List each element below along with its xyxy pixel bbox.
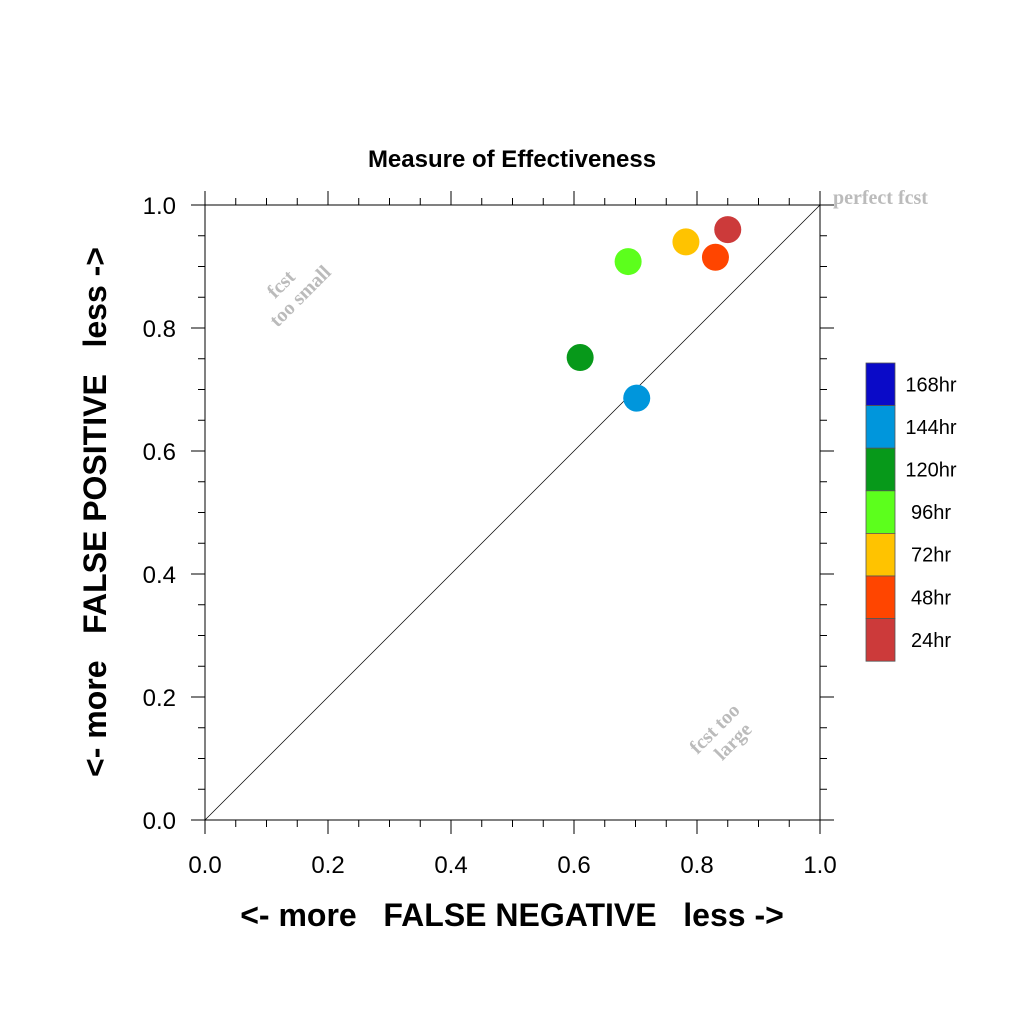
legend-label-48hr: 48hr bbox=[911, 587, 951, 609]
data-points bbox=[566, 216, 742, 412]
x-tick-label: 0.2 bbox=[311, 852, 344, 879]
x-tick-label: 1.0 bbox=[803, 852, 836, 879]
y-tick-label: 0.2 bbox=[143, 685, 176, 712]
y-axis-label: <- more FALSE POSITIVE less -> bbox=[77, 247, 113, 777]
legend-label-144hr: 144hr bbox=[905, 417, 956, 439]
x-tick-label: 0.4 bbox=[434, 852, 467, 879]
axis-ticks bbox=[191, 191, 834, 834]
legend-swatch-168hr bbox=[865, 362, 896, 406]
x-tick-label: 0.6 bbox=[557, 852, 590, 879]
too-large-annotation: fcst too large bbox=[685, 699, 756, 764]
point-24hr bbox=[714, 216, 742, 244]
legend-label-168hr: 168hr bbox=[905, 374, 956, 396]
point-144hr bbox=[623, 384, 651, 412]
y-tick-label: 0.4 bbox=[143, 562, 176, 589]
y-tick-labels: 0.0 0.2 0.4 0.6 0.8 1.0 bbox=[143, 193, 176, 835]
legend-swatch-48hr bbox=[865, 575, 896, 619]
x-axis-label: <- more FALSE NEGATIVE less -> bbox=[240, 897, 784, 933]
perfect-forecast-diagonal bbox=[204, 204, 821, 821]
point-96hr bbox=[614, 248, 642, 276]
legend-swatch-24hr bbox=[865, 618, 896, 662]
legend-swatch-120hr bbox=[865, 447, 896, 492]
too-small-annotation: fcst too small bbox=[263, 261, 336, 331]
y-tick-label: 1.0 bbox=[143, 193, 176, 220]
legend: 168hr 144hr 120hr 96hr 72hr 48hr 24hr bbox=[865, 362, 957, 662]
x-tick-labels: 0.0 0.2 0.4 0.6 0.8 1.0 bbox=[188, 852, 836, 879]
x-tick-label: 0.0 bbox=[188, 852, 221, 879]
legend-swatch-72hr bbox=[865, 533, 896, 577]
x-tick-label: 0.8 bbox=[680, 852, 713, 879]
y-tick-label: 0.0 bbox=[143, 808, 176, 835]
perfect-forecast-label: perfect fcst bbox=[833, 187, 928, 209]
legend-swatch-144hr bbox=[865, 405, 896, 449]
point-48hr bbox=[701, 243, 729, 271]
legend-label-24hr: 24hr bbox=[911, 630, 951, 652]
y-tick-label: 0.6 bbox=[143, 439, 176, 466]
point-72hr bbox=[672, 228, 700, 256]
legend-swatch-96hr bbox=[865, 490, 896, 534]
legend-label-72hr: 72hr bbox=[911, 545, 951, 567]
y-tick-label: 0.8 bbox=[143, 316, 176, 343]
point-120hr bbox=[566, 344, 594, 372]
legend-label-120hr: 120hr bbox=[905, 460, 956, 482]
chart-title: Measure of Effectiveness bbox=[368, 146, 656, 173]
legend-label-96hr: 96hr bbox=[911, 502, 951, 524]
